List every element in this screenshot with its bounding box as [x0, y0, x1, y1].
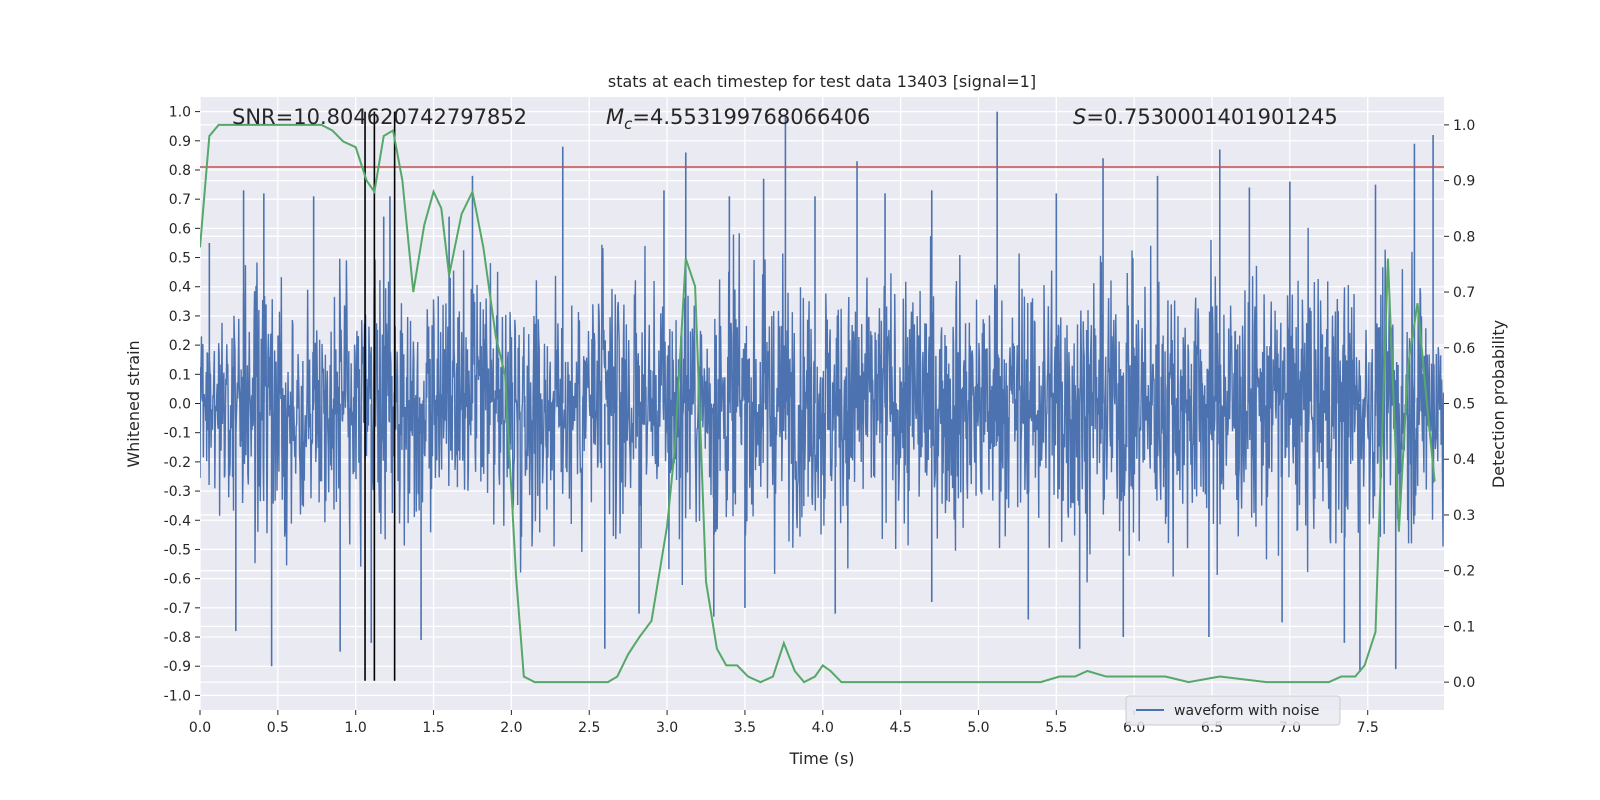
y-right-tick-label: 1.0: [1453, 118, 1475, 134]
y-right-tick-label: 0.4: [1453, 452, 1475, 468]
x-tick-label: 2.5: [578, 720, 600, 736]
chirp-mass-annotation: Mc=4.553199768066406: [606, 105, 870, 133]
y-right-tick-label: 0.0: [1453, 675, 1475, 691]
x-tick-label: 5.0: [967, 720, 989, 736]
detection-probability-series: [200, 123, 1436, 684]
y-right-tick-label: 0.9: [1453, 174, 1475, 190]
y-left-tick-label: -0.5: [164, 542, 191, 558]
mc-subscript: c: [624, 115, 633, 133]
mc-value: =4.553199768066406: [632, 105, 870, 129]
x-tick-label: 7.5: [1357, 720, 1379, 736]
y-left-tick-label: 0.9: [169, 134, 191, 150]
x-tick-label: 4.5: [889, 720, 911, 736]
y-left-tick-label: 0.2: [169, 338, 191, 354]
y-right-tick-label: 0.5: [1453, 397, 1475, 413]
y-left-tick-label: 0.5: [169, 251, 191, 267]
y-left-axis-label: Whitened strain: [124, 340, 143, 467]
y-right-tick-label: 0.3: [1453, 508, 1475, 524]
legend-label-waveform: waveform with noise: [1174, 703, 1319, 719]
y-left-tick-label: 0.8: [169, 163, 191, 179]
y-right-axis-label: Detection probability: [1489, 320, 1508, 488]
y-left-tick-label: 0.4: [169, 280, 191, 296]
y-left-tick-label: -0.6: [164, 572, 191, 588]
waveform-series: [200, 227, 1444, 586]
y-left-tick-label: 0.1: [169, 367, 191, 383]
y-left-tick-label: -1.0: [164, 688, 191, 704]
y-left-tick-label: 0.6: [169, 221, 191, 237]
legend-box: [1125, 695, 1341, 726]
x-tick-label: 1.0: [345, 720, 367, 736]
y-left-tick-label: -0.1: [164, 426, 191, 442]
y-left-tick-label: 0.3: [169, 309, 191, 325]
y-left-tick-label: -0.8: [164, 630, 191, 646]
x-tick-label: 0.0: [189, 720, 211, 736]
s-symbol: S: [1073, 105, 1086, 129]
spin-annotation: S=0.7530001401901245: [1073, 105, 1338, 129]
legend: waveform with noise: [1125, 695, 1341, 726]
y-right-tick-label: 0.6: [1453, 341, 1475, 357]
y-right-tick-label: 0.7: [1453, 285, 1475, 301]
x-tick-label: 3.5: [734, 720, 756, 736]
y-left-tick-label: 0.0: [169, 397, 191, 413]
x-tick-label: 4.0: [812, 720, 834, 736]
x-tick-label: 0.5: [267, 720, 289, 736]
s-value: =0.7530001401901245: [1086, 105, 1337, 129]
y-left-tick-label: -0.2: [164, 455, 191, 471]
x-tick-label: 3.0: [656, 720, 678, 736]
x-tick-label: 2.0: [500, 720, 522, 736]
y-left-tick-label: -0.4: [164, 513, 191, 529]
mc-symbol: M: [606, 105, 624, 129]
y-right-tick-label: 0.8: [1453, 229, 1475, 245]
y-left-tick-label: -0.9: [164, 659, 191, 675]
plot-marks: [200, 111, 1444, 684]
y-right-tick-label: 0.2: [1453, 564, 1475, 580]
y-left-tick-label: 1.0: [169, 105, 191, 121]
x-tick-label: 5.5: [1045, 720, 1067, 736]
y-left-tick-label: 0.7: [169, 192, 191, 208]
chart-title: stats at each timestep for test data 134…: [608, 72, 1036, 91]
x-tick-label: 1.5: [422, 720, 444, 736]
snr-annotation: SNR=10.804620742797852: [232, 105, 527, 129]
y-left-tick-label: -0.7: [164, 601, 191, 617]
y-right-tick-label: 0.1: [1453, 619, 1475, 635]
y-left-tick-label: -0.3: [164, 484, 191, 500]
x-axis-label: Time (s): [788, 749, 854, 768]
